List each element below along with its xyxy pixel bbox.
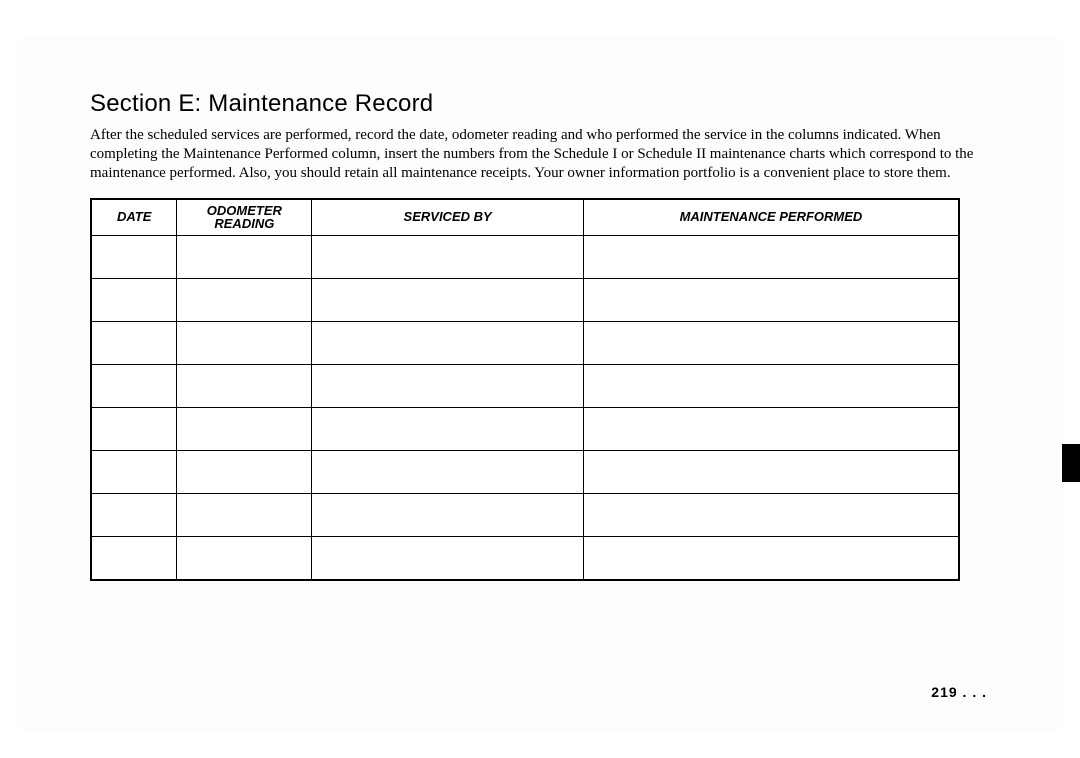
col-header-maintenance-performed: MAINTENANCE PERFORMED bbox=[583, 199, 959, 236]
cell-maintenance[interactable] bbox=[583, 322, 959, 365]
cell-date[interactable] bbox=[91, 279, 177, 322]
cell-maintenance[interactable] bbox=[583, 494, 959, 537]
section-title: Section E: Maintenance Record bbox=[90, 90, 990, 118]
maintenance-record-table: DATE ODOMETER READING SERVICED BY MAINTE… bbox=[90, 198, 960, 581]
table-row bbox=[91, 279, 959, 322]
cell-maintenance[interactable] bbox=[583, 365, 959, 408]
cell-maintenance[interactable] bbox=[583, 236, 959, 279]
col-header-serviced-by: SERVICED BY bbox=[312, 199, 584, 236]
cell-odometer[interactable] bbox=[177, 537, 312, 580]
cell-odometer[interactable] bbox=[177, 494, 312, 537]
table-header-row: DATE ODOMETER READING SERVICED BY MAINTE… bbox=[91, 199, 959, 236]
cell-serviced-by[interactable] bbox=[312, 322, 584, 365]
col-header-odometer: ODOMETER READING bbox=[177, 199, 312, 236]
cell-date[interactable] bbox=[91, 537, 177, 580]
cell-serviced-by[interactable] bbox=[312, 408, 584, 451]
cell-serviced-by[interactable] bbox=[312, 365, 584, 408]
cell-serviced-by[interactable] bbox=[312, 451, 584, 494]
table-row bbox=[91, 537, 959, 580]
cell-date[interactable] bbox=[91, 494, 177, 537]
outer-page-margin: Section E: Maintenance Record After the … bbox=[0, 0, 1080, 758]
page-number: 219 . . . bbox=[931, 684, 987, 700]
cell-odometer[interactable] bbox=[177, 236, 312, 279]
table-row bbox=[91, 408, 959, 451]
cell-serviced-by[interactable] bbox=[312, 494, 584, 537]
cell-odometer[interactable] bbox=[177, 322, 312, 365]
table-row bbox=[91, 322, 959, 365]
col-header-date: DATE bbox=[91, 199, 177, 236]
table-row bbox=[91, 451, 959, 494]
cell-odometer[interactable] bbox=[177, 451, 312, 494]
cell-maintenance[interactable] bbox=[583, 537, 959, 580]
cell-maintenance[interactable] bbox=[583, 451, 959, 494]
table-row bbox=[91, 365, 959, 408]
cell-odometer[interactable] bbox=[177, 279, 312, 322]
cell-serviced-by[interactable] bbox=[312, 236, 584, 279]
cell-date[interactable] bbox=[91, 236, 177, 279]
cell-date[interactable] bbox=[91, 451, 177, 494]
cell-maintenance[interactable] bbox=[583, 408, 959, 451]
cell-serviced-by[interactable] bbox=[312, 537, 584, 580]
table-row bbox=[91, 236, 959, 279]
thumb-index-tab bbox=[1062, 444, 1080, 482]
table-row bbox=[91, 494, 959, 537]
cell-odometer[interactable] bbox=[177, 365, 312, 408]
table-body bbox=[91, 236, 959, 580]
cell-date[interactable] bbox=[91, 365, 177, 408]
cell-date[interactable] bbox=[91, 322, 177, 365]
cell-maintenance[interactable] bbox=[583, 279, 959, 322]
section-description: After the scheduled services are perform… bbox=[90, 126, 990, 184]
cell-serviced-by[interactable] bbox=[312, 279, 584, 322]
cell-date[interactable] bbox=[91, 408, 177, 451]
page-content: Section E: Maintenance Record After the … bbox=[18, 40, 1062, 728]
cell-odometer[interactable] bbox=[177, 408, 312, 451]
